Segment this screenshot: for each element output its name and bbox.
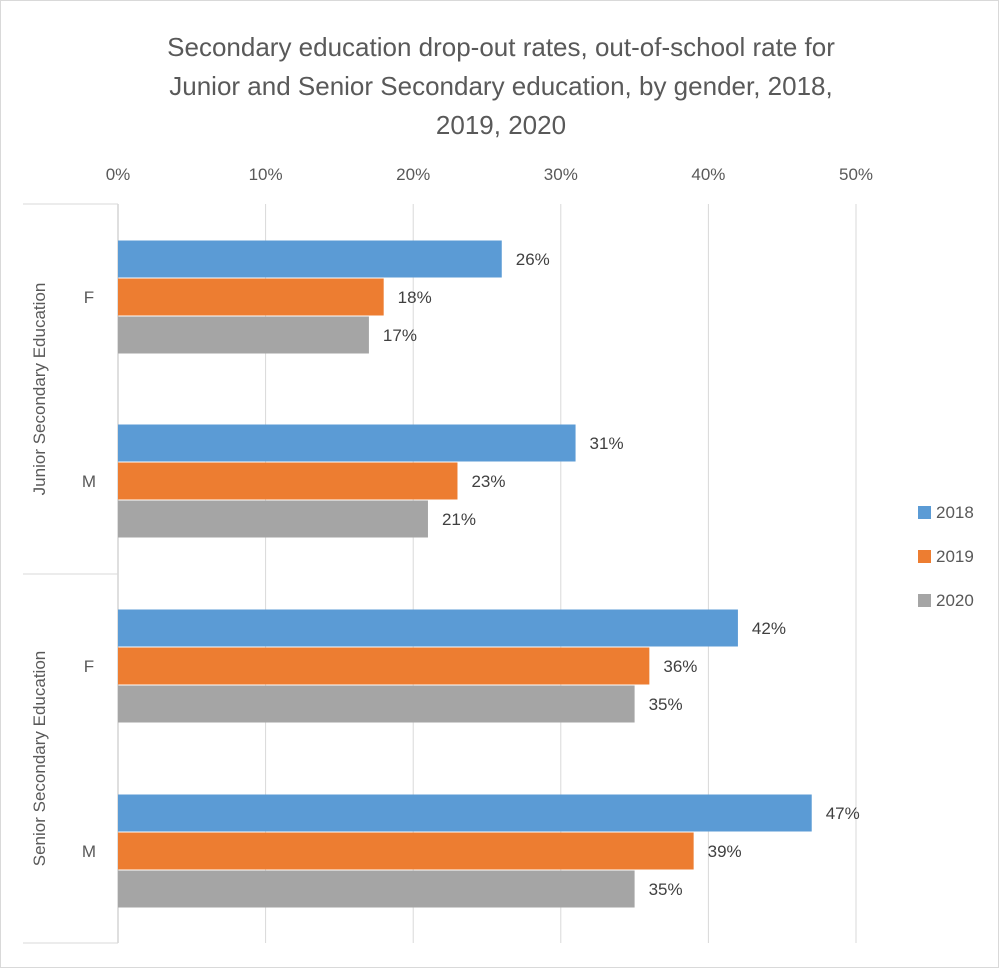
bar-2018 xyxy=(118,609,738,647)
legend: 2018 2019 2020 xyxy=(918,503,974,610)
bar-2020 xyxy=(118,500,428,538)
bar-2018 xyxy=(118,240,502,278)
legend-swatch-2018 xyxy=(918,506,931,519)
bar-2019 xyxy=(118,647,650,685)
data-label: 35% xyxy=(649,880,683,899)
data-label: 36% xyxy=(663,657,697,676)
data-label: 39% xyxy=(708,842,742,861)
group-label: Junior Secondary Education xyxy=(30,283,49,496)
bar-2020 xyxy=(118,685,635,723)
data-label: 26% xyxy=(516,250,550,269)
data-labels: 26% 18% 17% 31% 23% 21% 42% 36% 35% 47% 39% 35% xyxy=(383,250,860,899)
x-tick-label: 0% xyxy=(106,165,131,184)
group-label: Senior Secondary Education xyxy=(30,651,49,866)
bar-2020 xyxy=(118,316,369,354)
bar-2018 xyxy=(118,794,812,832)
category-label: F xyxy=(84,657,94,676)
chart-title: Secondary education drop-out rates, out-… xyxy=(167,32,835,140)
legend-swatch-2019 xyxy=(918,550,931,563)
data-label: 23% xyxy=(471,472,505,491)
x-tick-labels: 0% 10% 20% 30% 40% 50% xyxy=(106,165,873,184)
data-label: 35% xyxy=(649,695,683,714)
data-label: 18% xyxy=(398,288,432,307)
bar-2018 xyxy=(118,424,576,462)
legend-label: 2020 xyxy=(936,591,974,610)
bar-2019 xyxy=(118,462,458,500)
data-label: 31% xyxy=(590,434,624,453)
x-tick-label: 10% xyxy=(249,165,283,184)
data-label: 21% xyxy=(442,510,476,529)
x-tick-label: 50% xyxy=(839,165,873,184)
chart-title-line: Junior and Senior Secondary education, b… xyxy=(169,71,832,101)
category-axis: F M Junior Secondary Education F M Senior Sec… xyxy=(23,203,119,944)
legend-swatch-2020 xyxy=(918,594,931,607)
x-tick-label: 20% xyxy=(396,165,430,184)
category-label: M xyxy=(82,472,96,491)
x-tick-label: 30% xyxy=(544,165,578,184)
bar-2019 xyxy=(118,832,694,870)
bar-2019 xyxy=(118,278,384,316)
data-label: 17% xyxy=(383,326,417,345)
category-label: F xyxy=(84,288,94,307)
bar-2020 xyxy=(118,870,635,908)
category-label: M xyxy=(82,842,96,861)
x-tick-label: 40% xyxy=(691,165,725,184)
legend-label: 2019 xyxy=(936,547,974,566)
chart-title-line: Secondary education drop-out rates, out-… xyxy=(167,32,835,62)
legend-label: 2018 xyxy=(936,503,974,522)
bars xyxy=(118,240,812,908)
data-label: 47% xyxy=(826,804,860,823)
chart-title-line: 2019, 2020 xyxy=(436,110,566,140)
data-label: 42% xyxy=(752,619,786,638)
